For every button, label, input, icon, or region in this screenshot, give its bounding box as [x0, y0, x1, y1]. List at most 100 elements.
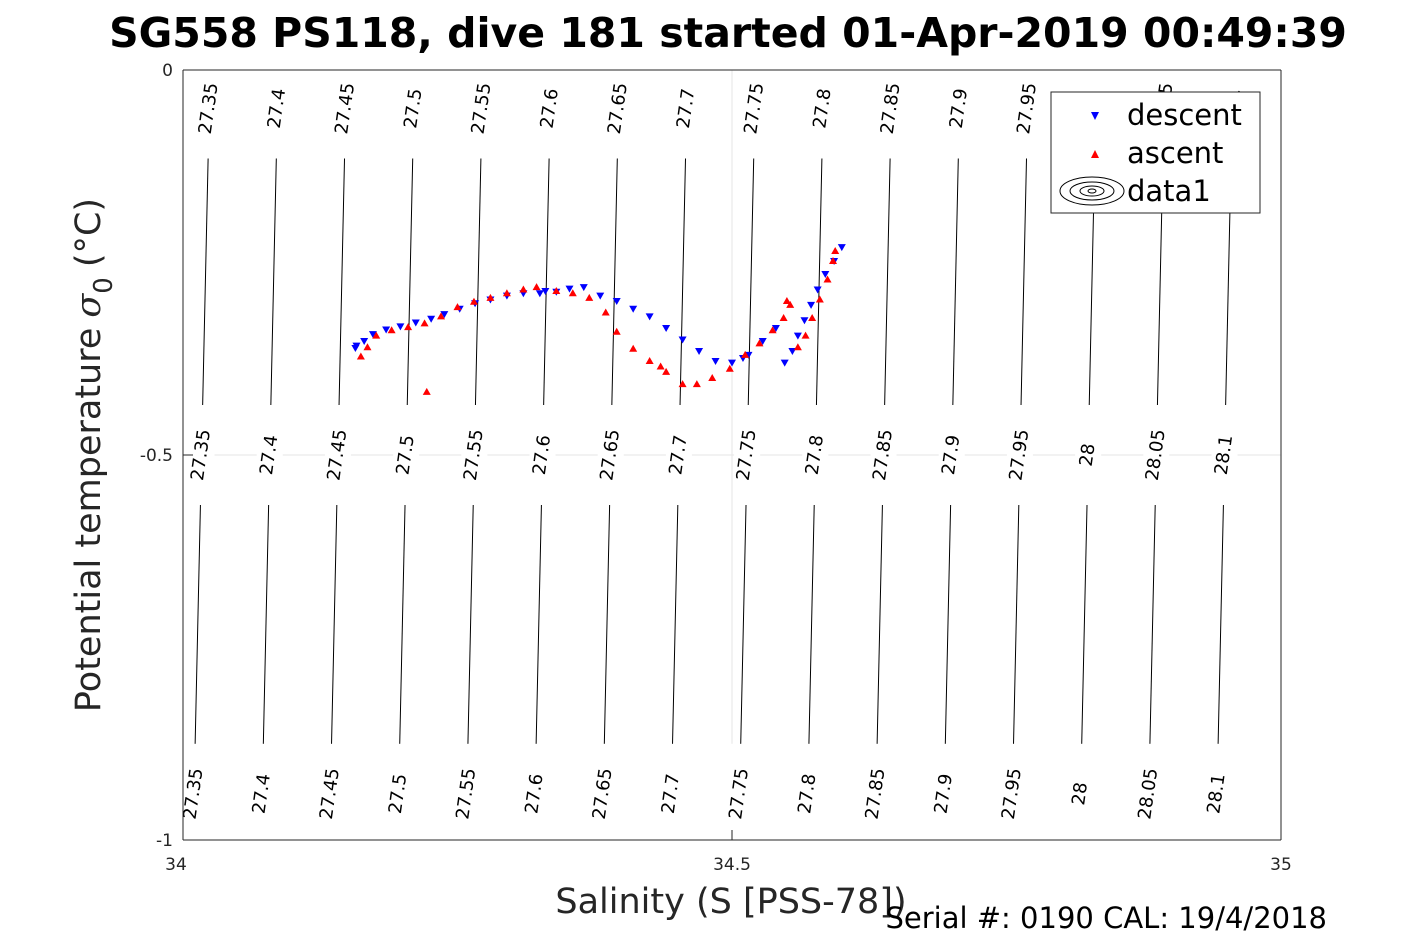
- data-point: [768, 326, 777, 334]
- data-point: [352, 342, 361, 350]
- data-point: [837, 244, 846, 252]
- isopycnal-label-bg: [802, 405, 829, 505]
- data-point: [728, 359, 736, 367]
- y-tick-label: -1: [156, 831, 173, 851]
- data-point: [469, 297, 478, 305]
- data-point: [813, 286, 822, 294]
- data-point: [815, 295, 824, 303]
- data-point: [807, 301, 816, 309]
- data-points: [351, 244, 846, 395]
- data-point: [382, 326, 391, 334]
- data-point: [420, 319, 429, 327]
- data-point: [411, 319, 420, 327]
- data-point: [422, 387, 431, 395]
- data-point: [601, 308, 610, 316]
- data-point: [629, 344, 638, 352]
- data-point: [440, 311, 449, 319]
- x-tick-label: 34.5: [713, 855, 751, 875]
- legend-descent-marker: [1091, 112, 1099, 120]
- isopycnal-label-bg: [385, 743, 412, 844]
- data-point: [519, 285, 528, 293]
- data-point: [453, 303, 462, 311]
- y-tick-label: -0.5: [140, 446, 173, 466]
- data-point: [396, 323, 405, 331]
- data-point: [656, 362, 665, 370]
- isopycnal-label-bg: [393, 405, 420, 505]
- y-axis-label: Potential temperature σ0 (°C): [69, 198, 119, 712]
- data-point: [725, 364, 734, 372]
- isopycnal-label-bg: [324, 405, 351, 505]
- isopycnal-label-bg: [597, 405, 624, 505]
- data-point: [678, 336, 687, 344]
- data-point: [808, 313, 817, 321]
- y-axis-symbol: σ: [69, 293, 109, 318]
- data-point: [585, 293, 594, 301]
- y-axis-subscript: 0: [89, 277, 119, 294]
- data-point: [829, 256, 838, 264]
- data-point: [612, 298, 621, 305]
- data-point: [782, 297, 791, 304]
- isopycnal-label-bg: [181, 743, 208, 844]
- data-point: [596, 292, 605, 300]
- isopycnal-label-bg: [1211, 405, 1238, 505]
- isopycnal-label-bg: [938, 405, 965, 505]
- series-1: [356, 246, 840, 395]
- isopycnal-label-bg: [741, 58, 768, 159]
- data-point: [541, 287, 550, 295]
- data-point: [793, 332, 802, 340]
- isopycnal-label-bg: [1204, 743, 1231, 844]
- chart-title: SG558 PS118, dive 181 started 01-Apr-201…: [109, 9, 1347, 57]
- y-axis-unit: (°C): [69, 198, 109, 267]
- isopycnal-label-bg: [1135, 743, 1162, 844]
- serial-cal-footer: Serial #: 0190 CAL: 19/4/2018: [885, 901, 1327, 935]
- isopycnal-label-bg: [946, 58, 973, 159]
- isopycnal-label: 28: [1076, 442, 1100, 468]
- data-point: [404, 323, 413, 331]
- data-point: [662, 367, 671, 375]
- y-axis-label-text: Potential temperature: [69, 328, 109, 712]
- data-point: [565, 285, 574, 293]
- data-point: [363, 343, 372, 351]
- isopycnal-label-bg: [400, 58, 427, 159]
- isopycnal-label-bg: [726, 743, 753, 844]
- isopycnal-label-bg: [1014, 58, 1041, 159]
- isopycnal-label-bg: [196, 58, 223, 159]
- isopycnal-27.6: 27.627.627.6: [521, 58, 564, 844]
- data-point: [437, 312, 446, 320]
- data-point: [831, 246, 840, 254]
- isopycnal-label-bg: [863, 743, 890, 844]
- legend-data1-label: data1: [1127, 174, 1211, 208]
- data-point: [486, 293, 495, 301]
- data-point: [823, 275, 832, 283]
- isopycnal-label-bg: [522, 743, 549, 844]
- isopycnal-label-bg: [469, 58, 496, 159]
- data-point: [356, 352, 365, 360]
- data-point: [711, 358, 720, 366]
- data-point: [612, 327, 621, 335]
- data-point: [692, 380, 701, 388]
- x-axis-label: Salinity (S [PSS-78]): [555, 882, 906, 922]
- data-point: [801, 331, 810, 339]
- isopycnal-label-bg: [673, 58, 700, 159]
- data-point: [793, 343, 802, 351]
- data-point: [645, 313, 654, 321]
- isopycnal-label-bg: [931, 743, 958, 844]
- data-point: [741, 350, 750, 358]
- isopycnal-label-bg: [332, 58, 359, 159]
- data-point: [502, 289, 511, 297]
- isopycnal-label-bg: [794, 743, 821, 844]
- isopycnal-label-bg: [665, 405, 692, 505]
- isopycnal-label-bg: [590, 743, 617, 844]
- data-point: [821, 271, 830, 279]
- isopycnal-label-bg: [264, 58, 291, 159]
- data-point: [360, 338, 369, 346]
- isopycnal-label-bg: [1067, 743, 1094, 844]
- legend-ascent-label: ascent: [1127, 136, 1223, 170]
- data-point: [771, 324, 780, 332]
